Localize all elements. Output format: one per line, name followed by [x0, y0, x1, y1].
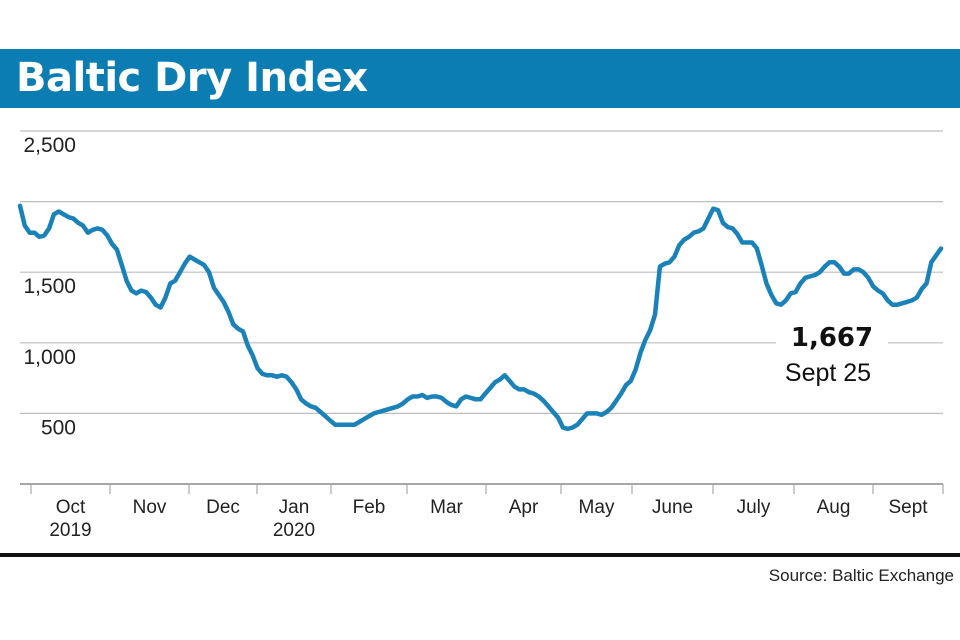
- series-line-baltic-dry-index: [17, 203, 944, 432]
- y-tick-label: 2,500: [23, 134, 76, 157]
- chart-header: Baltic Dry Index: [0, 49, 960, 108]
- x-tick-label: Feb: [353, 497, 386, 518]
- x-tick-label: Apr: [509, 497, 539, 518]
- y-tick-label: 500: [41, 416, 76, 439]
- bottom-rule: [0, 553, 960, 557]
- x-tick-label: Sept: [888, 497, 928, 518]
- x-tick-label: Dec: [206, 497, 240, 518]
- chart-title: Baltic Dry Index: [16, 55, 368, 101]
- x-tick-label: June: [652, 497, 693, 518]
- annotation-date: Sept 25: [785, 359, 871, 387]
- x-tick-label: Mar: [430, 497, 463, 518]
- x-tick-label: May: [579, 497, 615, 518]
- y-tick-label: 1,500: [23, 275, 76, 298]
- annotation-background: [776, 325, 888, 385]
- x-tick-label: 2020: [273, 520, 315, 541]
- x-tick-label: Jan: [279, 497, 310, 518]
- x-tick-label: 2019: [49, 520, 91, 541]
- x-tick-label: July: [737, 497, 771, 518]
- source-note: Source: Baltic Exchange: [768, 566, 954, 585]
- annotation-value: 1,667: [791, 323, 873, 353]
- y-tick-label: 1,000: [23, 346, 76, 369]
- x-tick-label: Aug: [817, 497, 851, 518]
- x-tick-label: Oct: [56, 497, 86, 518]
- x-tick-label: Nov: [133, 497, 167, 518]
